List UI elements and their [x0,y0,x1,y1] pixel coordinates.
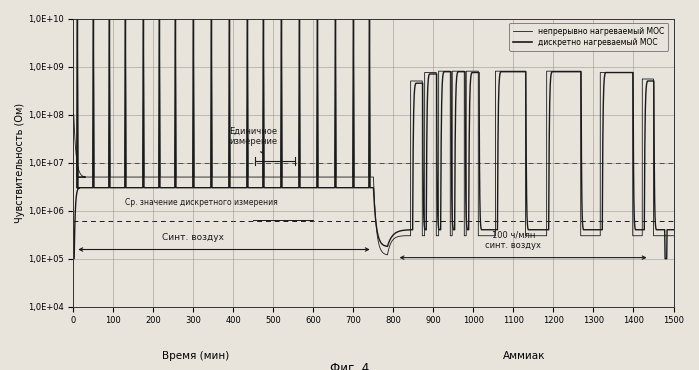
Legend: непрерывно нагреваемый МОС, дискретно нагреваемый МОС: непрерывно нагреваемый МОС, дискретно на… [510,23,668,51]
Text: Ср. значение дискретного измерения: Ср. значение дискретного измерения [125,198,278,207]
Text: Фиг. 4: Фиг. 4 [330,362,369,370]
Text: 100 ч/млн
синт. воздух: 100 ч/млн синт. воздух [486,230,542,249]
Text: Аммиак: Аммиак [503,351,545,361]
Text: Единичное
измерение: Единичное измерение [229,127,278,154]
Text: Синт. воздух: Синт. воздух [162,233,224,242]
Y-axis label: Чувствительность (Ом): Чувствительность (Ом) [15,102,25,223]
Text: Время (мин): Время (мин) [162,351,229,361]
